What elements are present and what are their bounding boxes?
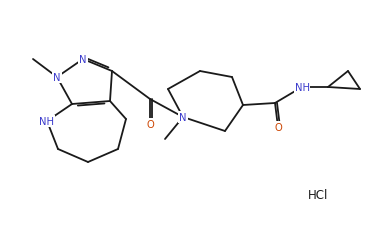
Text: HCl: HCl [308,189,328,202]
Text: NH: NH [40,117,54,126]
Text: N: N [79,55,87,65]
Text: N: N [179,112,187,122]
Text: O: O [146,119,154,129]
Text: NH: NH [294,83,309,93]
Text: N: N [53,73,61,83]
Text: O: O [274,122,282,132]
